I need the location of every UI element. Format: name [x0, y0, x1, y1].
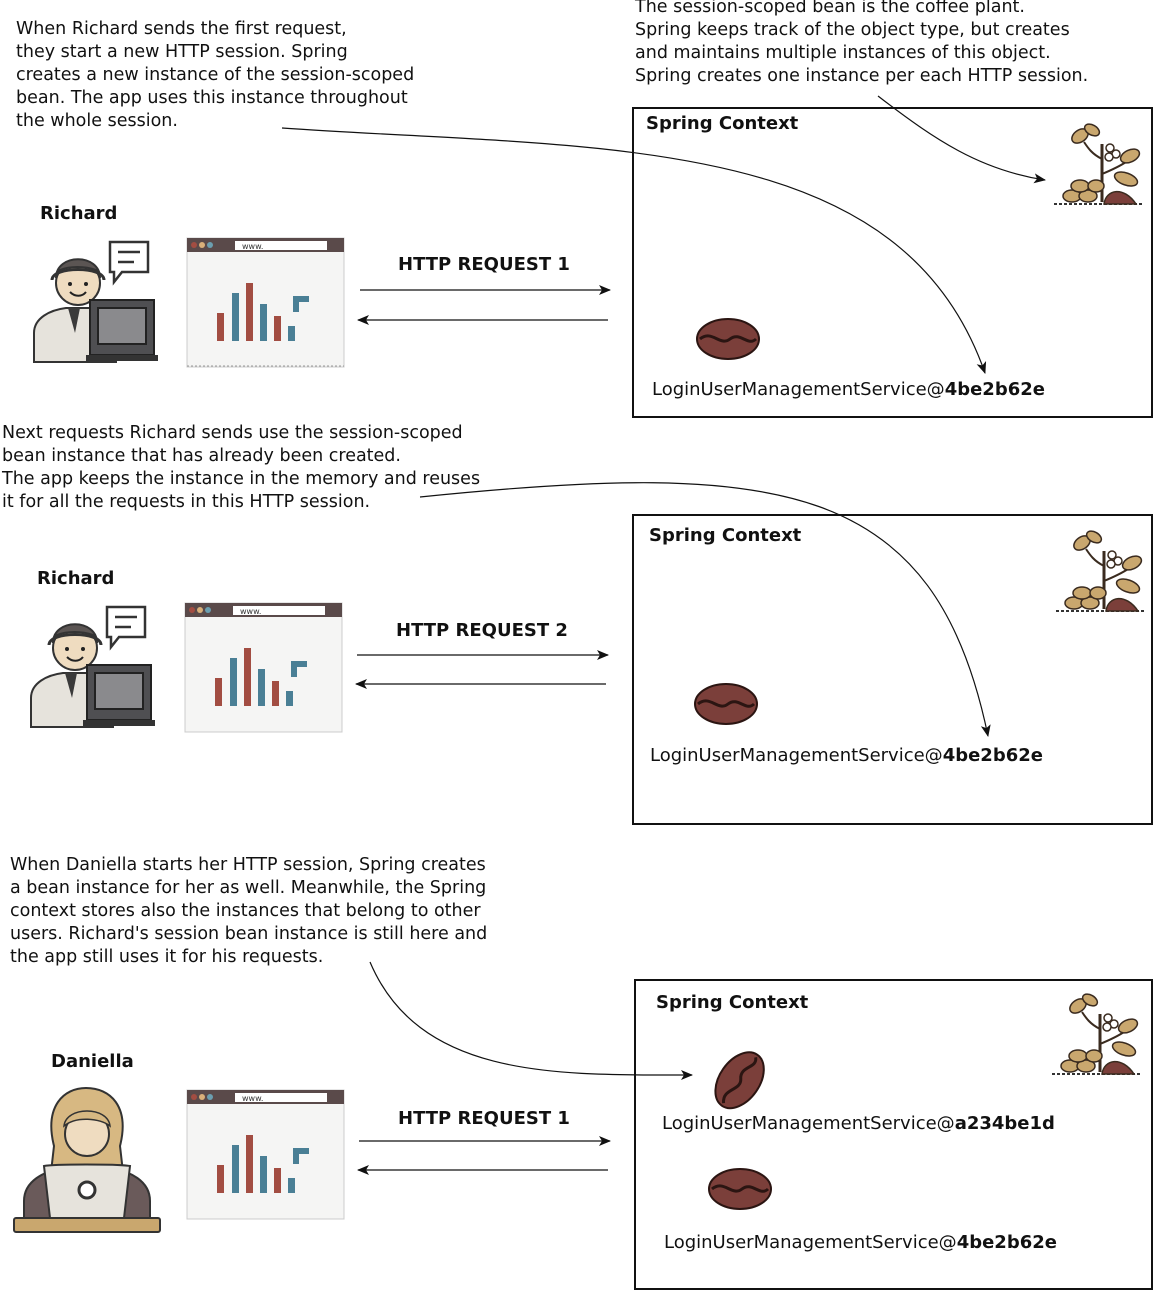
- http-request-label: HTTP REQUEST 1: [398, 254, 570, 275]
- man-at-computer-icon: [30, 605, 155, 728]
- spring-context-box: Spring Context LoginUserManagementServic…: [632, 514, 1153, 825]
- woman-at-laptop-icon: [13, 1086, 161, 1233]
- coffee-bean-icon: [707, 1167, 773, 1211]
- browser-url: www.: [242, 242, 263, 251]
- spring-context-box: Spring Context LoginUserManagementServic…: [634, 979, 1153, 1290]
- note-daniella-session: When Daniella starts her HTTP session, S…: [10, 855, 488, 967]
- http-request-label: HTTP REQUEST 2: [396, 620, 568, 641]
- spring-context-title: Spring Context: [649, 525, 802, 546]
- bean-instance-label: LoginUserManagementService@4be2b62e: [652, 379, 1045, 400]
- coffee-bean-icon: [703, 1041, 776, 1119]
- spring-context-title: Spring Context: [646, 113, 799, 134]
- browser-window-icon: www.: [186, 237, 345, 368]
- note-next-requests: Next requests Richard sends use the sess…: [2, 423, 481, 512]
- spring-context-title: Spring Context: [656, 992, 809, 1013]
- user-name: Daniella: [51, 1051, 134, 1072]
- spring-context-box: Spring Context LoginUserManagementServic…: [632, 107, 1153, 418]
- note-first-request: When Richard sends the first request, th…: [16, 19, 415, 131]
- user-name: Richard: [40, 203, 118, 224]
- bean-instance-label: LoginUserManagementService@4be2b62e: [650, 745, 1043, 766]
- coffee-plant-icon: [1054, 527, 1146, 613]
- user-name: Richard: [37, 568, 115, 589]
- note-coffee-plant: The session-scoped bean is the coffee pl…: [635, 0, 1089, 86]
- coffee-bean-icon: [695, 317, 761, 361]
- http-request-label: HTTP REQUEST 1: [398, 1108, 570, 1129]
- coffee-plant-icon: [1052, 120, 1144, 206]
- browser-window-icon: www.: [184, 602, 343, 733]
- man-at-computer-icon: [33, 240, 158, 363]
- browser-window-icon: www.: [186, 1089, 345, 1220]
- bean-instance-label: LoginUserManagementService@a234be1d: [662, 1113, 1055, 1134]
- browser-url: www.: [242, 1094, 263, 1103]
- browser-url: www.: [240, 607, 261, 616]
- coffee-plant-icon: [1050, 990, 1142, 1076]
- bean-instance-label: LoginUserManagementService@4be2b62e: [664, 1232, 1057, 1253]
- coffee-bean-icon: [693, 682, 759, 726]
